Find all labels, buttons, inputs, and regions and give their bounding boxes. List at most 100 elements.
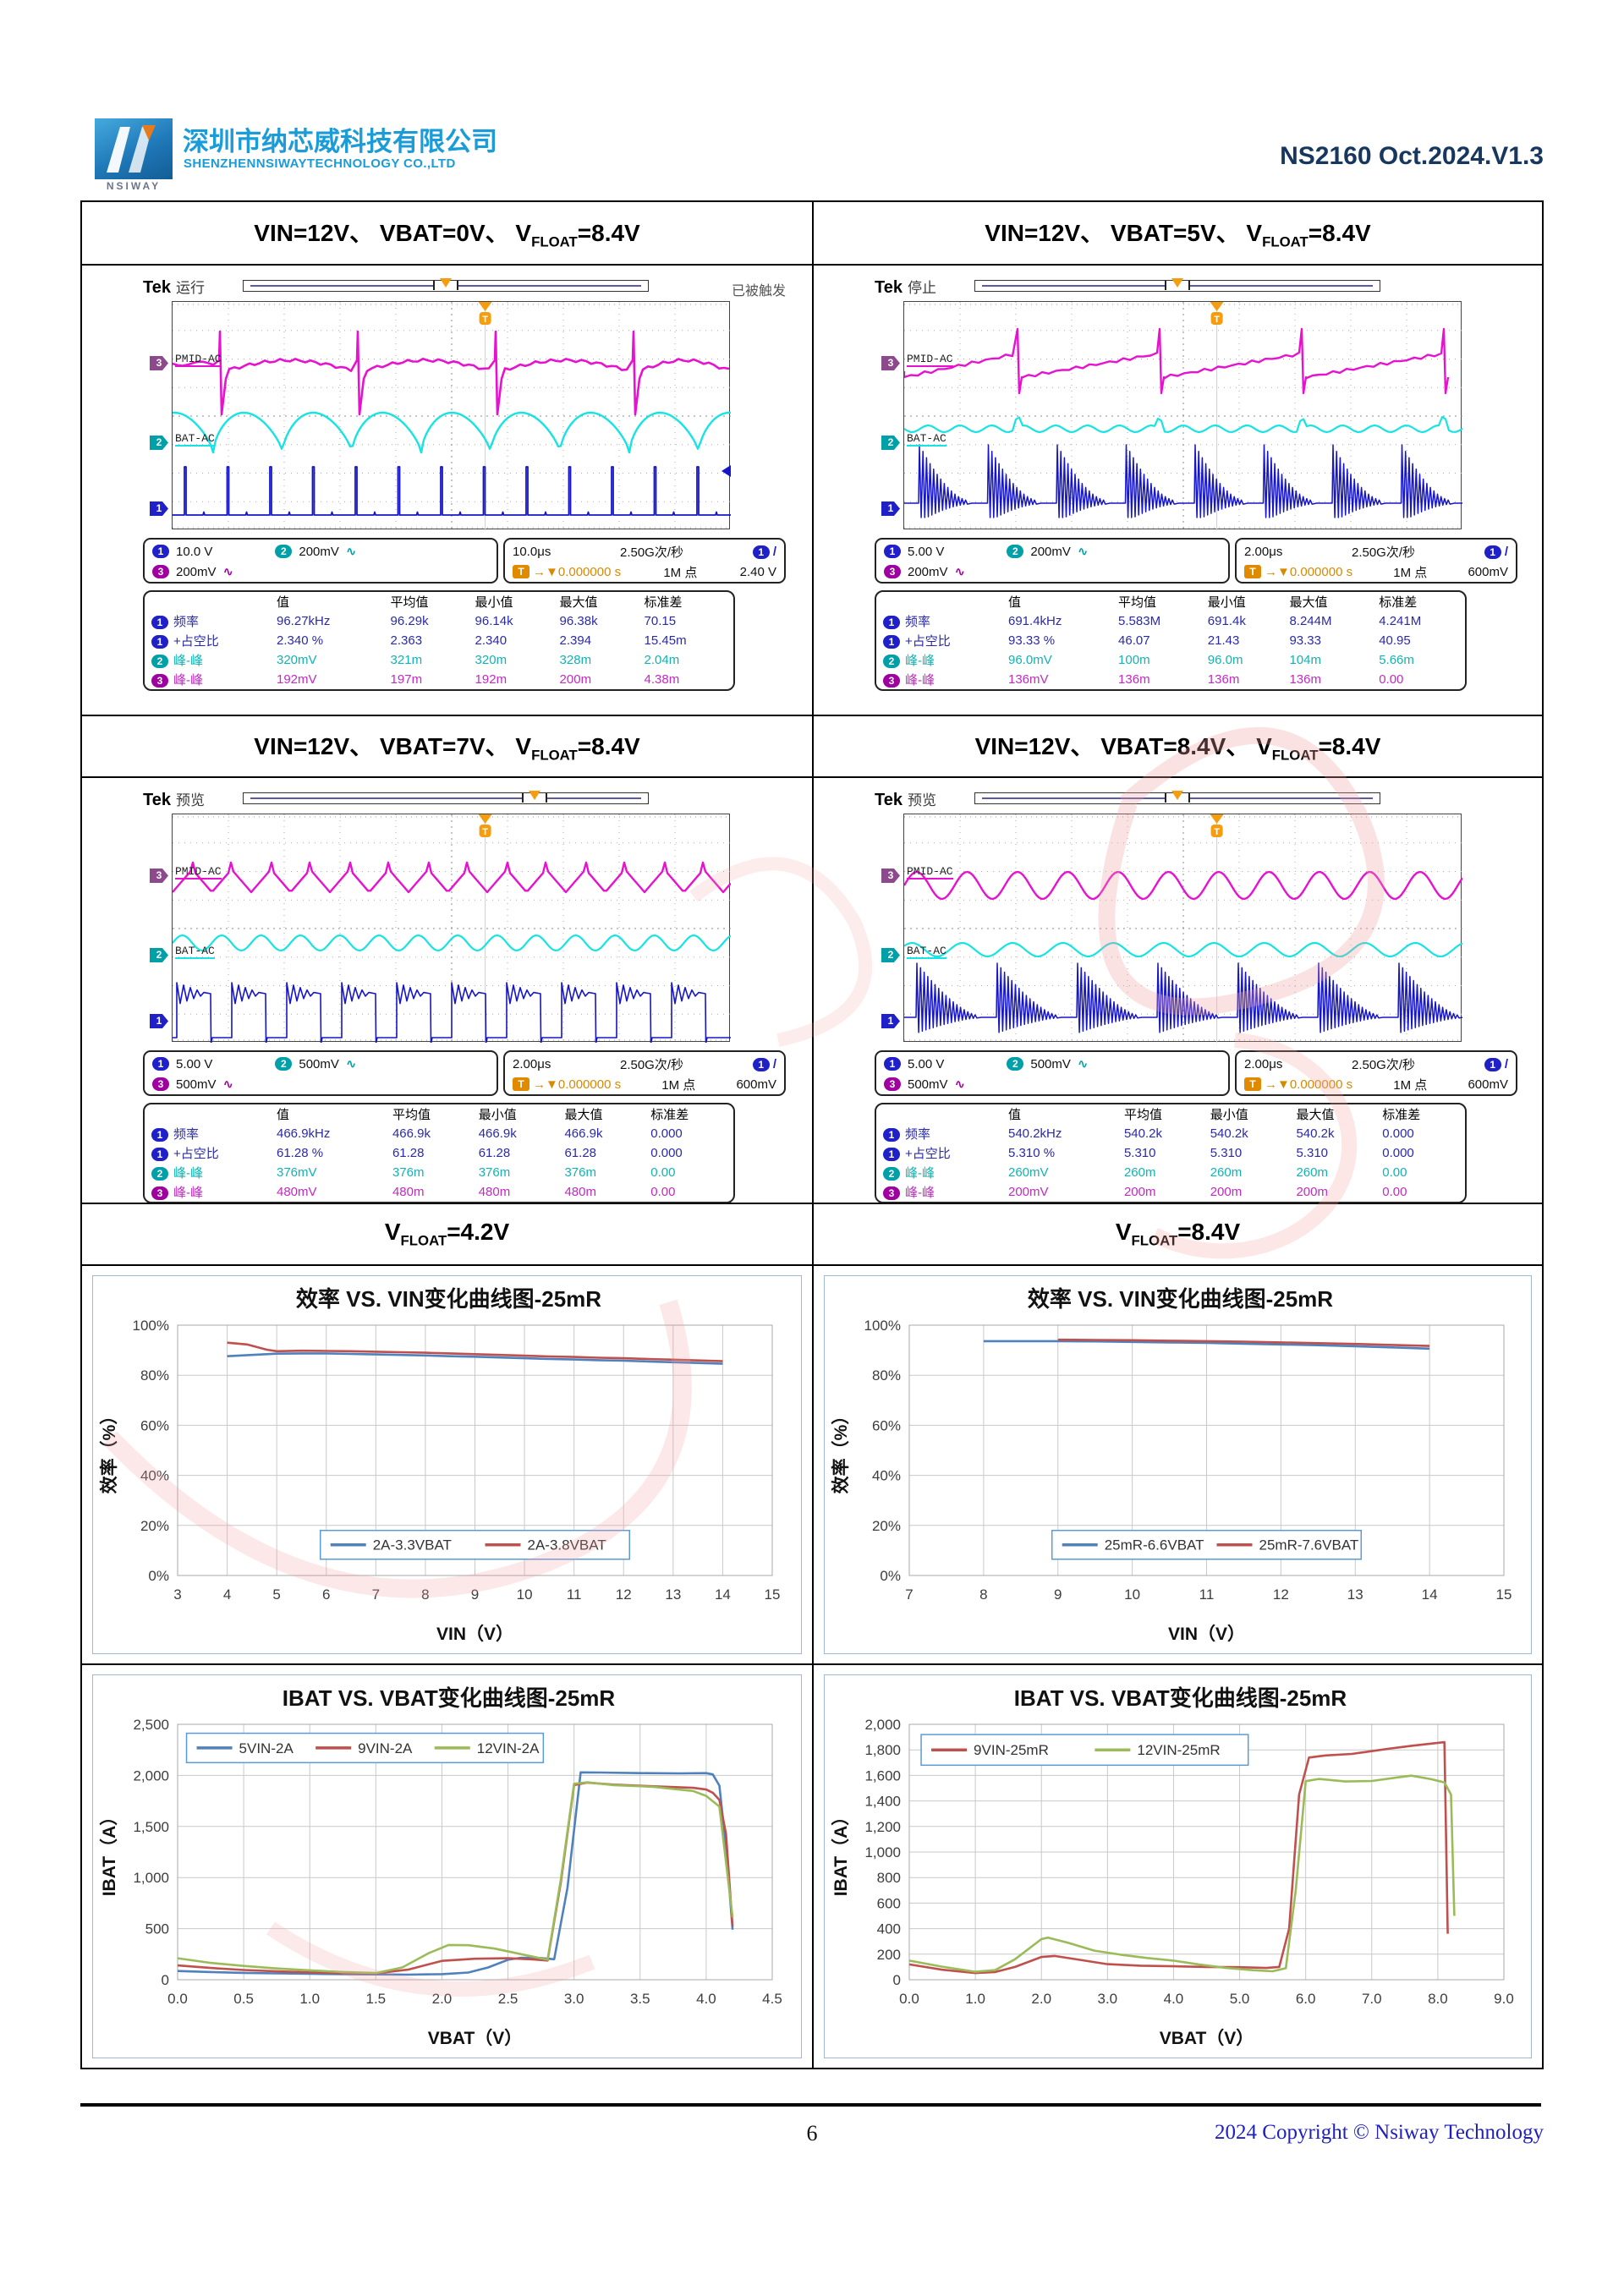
meas-cell: 5.583M xyxy=(1118,614,1161,628)
meas-cell: 61.28 xyxy=(564,1146,597,1160)
trace-label-bat: BAT-AC xyxy=(175,945,215,959)
channel1-marker-icon: 1 xyxy=(881,1014,900,1028)
svg-text:IBAT（A）: IBAT（A） xyxy=(831,1808,851,1897)
svg-text:3.0: 3.0 xyxy=(1098,1991,1118,2007)
svg-text:1,600: 1,600 xyxy=(864,1767,901,1784)
scope-status-row: 1 5.00 V 2 200mV ∿ 3 200mV ∿ 2.00μs 2.50G次/秒 … xyxy=(875,538,1517,584)
meas-cell: 46.07 xyxy=(1118,633,1150,648)
measurement-row: 1 频率 96.27kHz 96.29k 96.14k 96.38k 70.15 xyxy=(145,611,733,631)
svg-text:15: 15 xyxy=(765,1586,781,1603)
meas-header: 值 xyxy=(1008,595,1022,610)
meas-cell: 136m xyxy=(1118,672,1150,687)
scope-header: Tek 预览 xyxy=(875,788,1517,812)
svg-text:6.0: 6.0 xyxy=(1296,1991,1316,2007)
meas-cell: 2.340 % xyxy=(277,633,324,648)
trace-label-bat: BAT-AC xyxy=(907,432,946,447)
measurement-row: 2 峰-峰 376mV 376m 376m 376m 0.00 xyxy=(145,1163,733,1182)
svg-text:T: T xyxy=(482,315,488,325)
meas-header: 平均值 xyxy=(1118,595,1157,610)
meas-cell: 93.33 % xyxy=(1008,633,1056,648)
panel-title-vfloat84: VFLOAT=8.4V xyxy=(1115,1219,1241,1249)
trigger-time: T →▼0.000000 s xyxy=(1244,565,1352,579)
measurement-row: 2 峰-峰 320mV 321m 320m 328m 2.04m xyxy=(145,650,733,670)
oscilloscope-graticule: T 3 2 1 PMID-AC BAT-AC xyxy=(150,814,732,1044)
measurement-row: 3 峰-峰 200mV 200m 200m 200m 0.00 xyxy=(876,1182,1465,1202)
meas-ch-badge-icon: 3 xyxy=(151,674,168,688)
measurement-table: 值 平均值 最小值 最大值 标准差 1 频率 96.27kHz 96.29k 96.14k 96.… xyxy=(143,590,735,691)
trigger-level: 600mV xyxy=(1468,564,1508,579)
measurement-header-row: 值 平均值 最小值 最大值 标准差 xyxy=(145,1104,733,1124)
meas-ch-badge-icon: 2 xyxy=(883,655,900,668)
panel-title-vbat5: VIN=12V、 VBAT=5V、 VFLOAT=8.4V xyxy=(985,220,1371,250)
page-number: 6 xyxy=(806,2121,818,2145)
svg-text:40%: 40% xyxy=(140,1468,169,1484)
svg-text:14: 14 xyxy=(1422,1586,1438,1603)
sample-rate: 2.50G次/秒 xyxy=(1351,545,1416,560)
channel3-marker-icon: 3 xyxy=(881,356,900,370)
ch2-scale: 200mV xyxy=(299,544,339,559)
svg-text:10: 10 xyxy=(1124,1586,1140,1603)
meas-ch-badge-icon: 3 xyxy=(883,674,900,688)
ch2-badge-icon: 2 xyxy=(275,1057,293,1071)
meas-cell: 320m xyxy=(475,653,508,667)
trace-label-pmid: PMID-AC xyxy=(175,353,222,367)
timebase-value: 2.00μs xyxy=(1244,544,1283,559)
ch2-scale: 500mV xyxy=(299,1056,339,1071)
ac-coupling-icon: ∿ xyxy=(954,565,966,579)
trace-label-pmid: PMID-AC xyxy=(907,865,953,879)
scope-position-bar xyxy=(974,278,1380,292)
meas-cell: 21.43 xyxy=(1207,633,1240,648)
ch3-badge-icon: 3 xyxy=(152,1077,169,1091)
trace-label-bat: BAT-AC xyxy=(175,432,215,447)
scope-row-2: Tek 预览 T 3 2 1 PMID-AC BAT-AC 1 5.00 V 2 50… xyxy=(82,776,1542,1203)
ch2-badge-icon: 2 xyxy=(275,545,293,558)
nsiway-logo-graphic xyxy=(107,125,156,173)
trigger-source: 1 / xyxy=(1484,545,1508,559)
ch3-badge-icon: 3 xyxy=(884,565,901,578)
meas-cell: 70.15 xyxy=(644,614,677,628)
measurement-row: 1 +占空比 93.33 % 46.07 21.43 93.33 40.95 xyxy=(876,631,1465,650)
oscilloscope-graticule: T 3 2 1 PMID-AC BAT-AC xyxy=(150,301,732,530)
meas-cell: 136m xyxy=(1207,672,1240,687)
title-cell: VIN=12V、 VBAT=8.4V、 VFLOAT=8.4V xyxy=(812,716,1542,776)
meas-cell: 540.2k xyxy=(1296,1126,1335,1141)
channel1-marker-icon: 1 xyxy=(881,501,900,516)
ac-coupling-icon: ∿ xyxy=(345,545,357,559)
ac-coupling-icon: ∿ xyxy=(1077,545,1089,559)
meas-cell: 466.9k xyxy=(478,1126,517,1141)
measurement-row: 1 +占空比 5.310 % 5.310 5.310 5.310 0.000 xyxy=(876,1143,1465,1163)
chart-svg: 7 8 9 10 11 12 13 14 15 0% 20% 40% 60% 80% 100% 效率 VS. … xyxy=(831,1286,1512,1644)
scope-header: Tek 停止 xyxy=(875,276,1517,299)
meas-cell: 4.241M xyxy=(1379,614,1422,628)
svg-text:25mR-6.6VBAT: 25mR-6.6VBAT xyxy=(1105,1537,1204,1553)
meas-cell: 197m xyxy=(390,672,423,687)
ch1-scale: 5.00 V xyxy=(908,1056,945,1071)
record-points: 1M 点 xyxy=(1393,565,1428,580)
svg-text:3.5: 3.5 xyxy=(630,1991,650,2007)
channel1-marker-icon: 1 xyxy=(150,1014,168,1028)
meas-cell: 200m xyxy=(1296,1185,1328,1199)
ch1-badge-icon: 1 xyxy=(152,1057,169,1071)
channel-settings-box: 1 5.00 V 2 500mV ∿ 3 500mV ∿ xyxy=(143,1050,498,1096)
timebase-value: 2.00μs xyxy=(1244,1056,1283,1071)
svg-text:1.0: 1.0 xyxy=(965,1991,985,2007)
panel-title-vfloat42: VFLOAT=4.2V xyxy=(384,1219,510,1249)
ch3-scale: 500mV xyxy=(908,1077,948,1092)
meas-cell: 260m xyxy=(1296,1165,1328,1180)
ch1-scale: 5.00 V xyxy=(908,544,945,559)
meas-cell: 96.27kHz xyxy=(277,614,331,628)
meas-cell: 0.000 xyxy=(1382,1146,1414,1160)
chart-frame: 0.0 1.0 2.0 3.0 4.0 5.0 6.0 7.0 8.0 9.0 0 200 400 600… xyxy=(824,1674,1532,2058)
meas-cell: 2.04m xyxy=(644,653,680,667)
svg-text:3.0: 3.0 xyxy=(564,1991,584,2007)
panel-title-vbat7: VIN=12V、 VBAT=7V、 VFLOAT=8.4V xyxy=(254,733,640,764)
trigger-line: T →▼0.000000 s 1M 点 600mV xyxy=(1244,562,1508,582)
trigger-line: T →▼0.000000 s 1M 点 600mV xyxy=(1244,1074,1508,1094)
meas-cell: 5.66m xyxy=(1379,653,1414,667)
svg-text:5VIN-2A: 5VIN-2A xyxy=(239,1740,294,1756)
svg-text:0.5: 0.5 xyxy=(233,1991,254,2007)
ch3-badge-icon: 3 xyxy=(884,1077,901,1091)
record-points: 1M 点 xyxy=(1393,1077,1428,1093)
meas-cell: 376mV xyxy=(277,1165,317,1180)
meas-header: 最大值 xyxy=(1296,1108,1335,1122)
